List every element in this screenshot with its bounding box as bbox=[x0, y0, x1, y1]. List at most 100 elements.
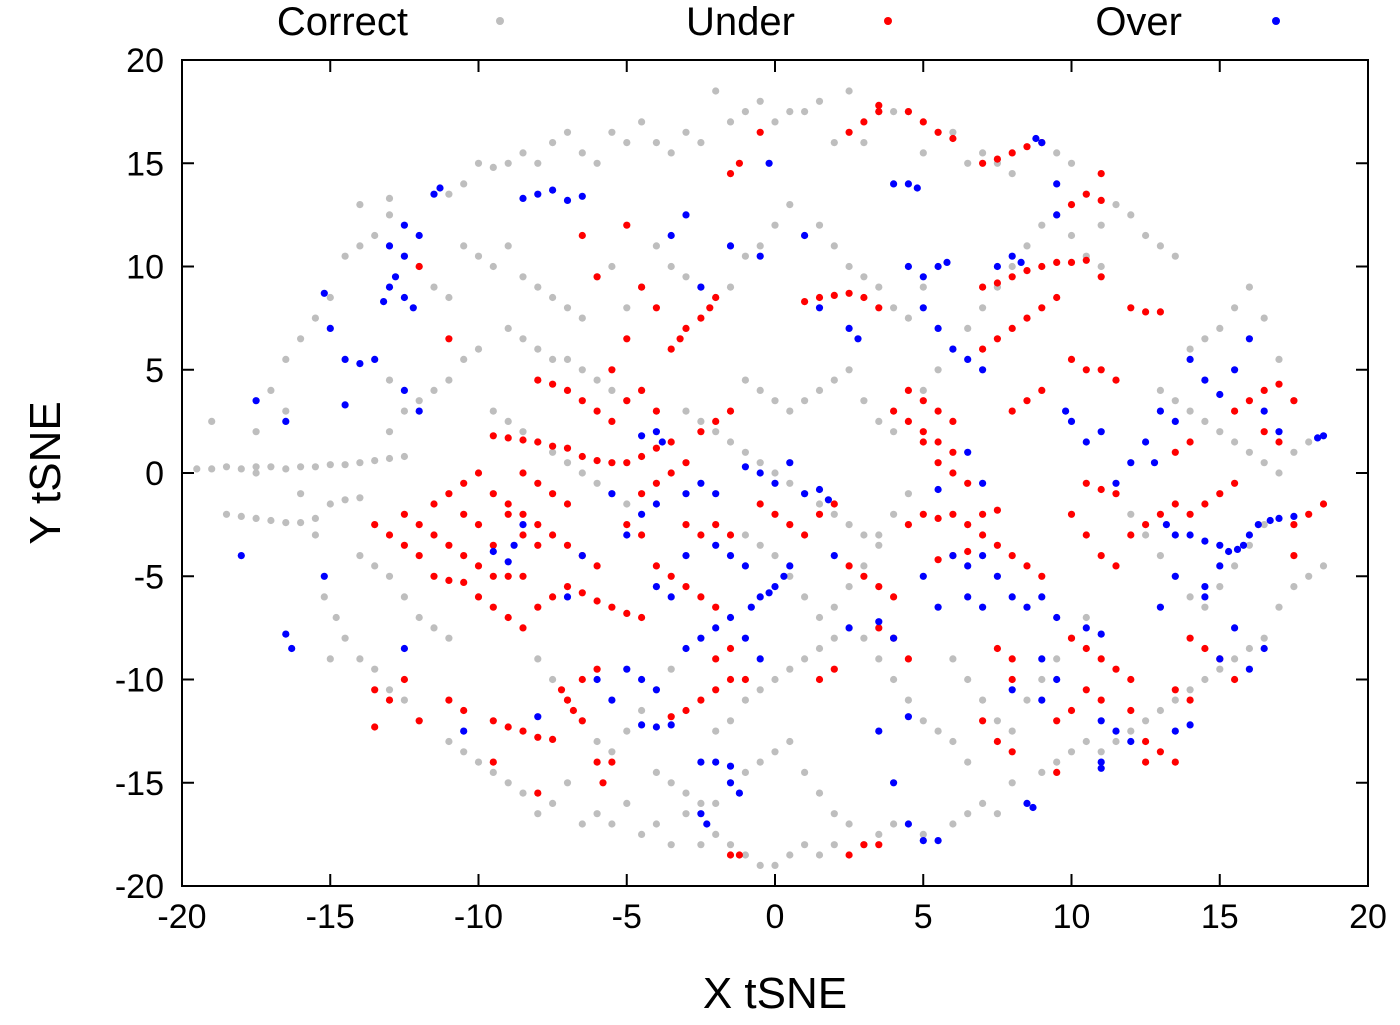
data-point bbox=[697, 841, 705, 849]
data-point bbox=[682, 644, 690, 653]
data-point bbox=[460, 748, 468, 756]
data-point bbox=[771, 397, 779, 405]
data-point bbox=[1245, 541, 1253, 549]
data-point bbox=[860, 118, 868, 126]
data-point bbox=[445, 696, 453, 704]
data-point bbox=[1245, 283, 1253, 291]
x-tick-label: -15 bbox=[306, 898, 355, 936]
data-point bbox=[1290, 448, 1298, 456]
data-point bbox=[1112, 201, 1120, 209]
data-point bbox=[1127, 459, 1135, 467]
data-point bbox=[311, 314, 319, 322]
data-point bbox=[371, 562, 379, 570]
data-point bbox=[1171, 686, 1179, 694]
data-point bbox=[1201, 675, 1209, 684]
data-point bbox=[786, 562, 794, 570]
data-point bbox=[1008, 593, 1016, 601]
y-tick-label: -20 bbox=[115, 868, 164, 906]
data-point bbox=[534, 283, 542, 291]
data-point bbox=[519, 149, 527, 157]
data-point bbox=[1008, 252, 1016, 260]
data-point bbox=[445, 293, 453, 302]
data-point bbox=[1008, 552, 1016, 560]
data-point bbox=[489, 407, 497, 415]
data-point bbox=[474, 469, 483, 477]
data-point bbox=[830, 810, 838, 818]
data-point bbox=[1156, 552, 1164, 560]
data-point bbox=[756, 459, 764, 467]
data-point bbox=[489, 541, 497, 549]
data-point bbox=[1275, 380, 1283, 388]
data-point bbox=[1216, 324, 1224, 332]
data-point bbox=[1112, 737, 1120, 746]
data-point bbox=[1216, 428, 1224, 436]
data-point bbox=[979, 366, 987, 374]
data-point bbox=[726, 407, 735, 415]
data-point bbox=[682, 407, 690, 415]
data-point bbox=[385, 454, 394, 463]
data-point bbox=[608, 386, 616, 394]
data-point bbox=[1067, 258, 1076, 266]
data-point bbox=[786, 572, 794, 580]
data-point bbox=[415, 231, 423, 240]
data-point bbox=[845, 128, 853, 136]
data-point bbox=[771, 469, 779, 477]
data-point bbox=[993, 541, 1002, 549]
data-point bbox=[934, 459, 942, 467]
data-point bbox=[934, 262, 942, 271]
data-point bbox=[747, 603, 755, 611]
data-point bbox=[786, 201, 794, 209]
data-point bbox=[519, 789, 527, 797]
data-point bbox=[1008, 273, 1016, 281]
data-point bbox=[534, 345, 542, 353]
data-point bbox=[1216, 583, 1224, 591]
data-point bbox=[993, 810, 1002, 818]
data-point bbox=[638, 531, 646, 539]
data-point bbox=[460, 479, 468, 487]
data-point bbox=[371, 355, 379, 363]
data-point bbox=[593, 597, 601, 605]
data-point bbox=[623, 459, 631, 467]
data-point bbox=[371, 665, 379, 673]
data-point bbox=[534, 733, 542, 741]
data-point bbox=[193, 465, 201, 473]
data-point bbox=[1082, 256, 1090, 264]
data-point bbox=[623, 799, 631, 808]
data-point bbox=[563, 500, 572, 508]
data-point bbox=[1290, 583, 1298, 591]
data-point bbox=[1201, 603, 1209, 611]
data-point bbox=[549, 735, 557, 744]
data-point bbox=[326, 293, 334, 302]
data-point bbox=[875, 417, 883, 425]
data-point bbox=[1082, 438, 1090, 446]
data-point bbox=[1186, 407, 1194, 415]
data-point bbox=[949, 345, 957, 353]
data-point bbox=[1186, 696, 1194, 704]
data-point bbox=[1216, 562, 1224, 570]
data-point bbox=[1082, 644, 1090, 653]
data-point bbox=[1171, 758, 1179, 766]
data-point bbox=[890, 108, 898, 116]
data-point bbox=[652, 304, 661, 312]
data-point bbox=[1082, 686, 1090, 694]
data-point bbox=[1275, 438, 1283, 446]
data-point bbox=[341, 634, 349, 642]
data-point bbox=[979, 479, 987, 487]
data-point bbox=[682, 810, 690, 818]
data-point bbox=[904, 521, 913, 529]
data-point bbox=[1112, 376, 1120, 384]
x-tick-label: -10 bbox=[454, 898, 503, 936]
data-point bbox=[845, 820, 853, 828]
data-point bbox=[801, 531, 809, 539]
data-point bbox=[460, 510, 468, 518]
data-point bbox=[1053, 149, 1061, 157]
data-point bbox=[563, 779, 572, 787]
data-point bbox=[415, 613, 423, 622]
data-point bbox=[682, 128, 690, 136]
data-point bbox=[549, 799, 557, 808]
data-point bbox=[593, 562, 601, 570]
data-point bbox=[697, 479, 705, 487]
data-point bbox=[1150, 459, 1159, 467]
data-point bbox=[1231, 624, 1239, 632]
data-point bbox=[964, 324, 972, 332]
